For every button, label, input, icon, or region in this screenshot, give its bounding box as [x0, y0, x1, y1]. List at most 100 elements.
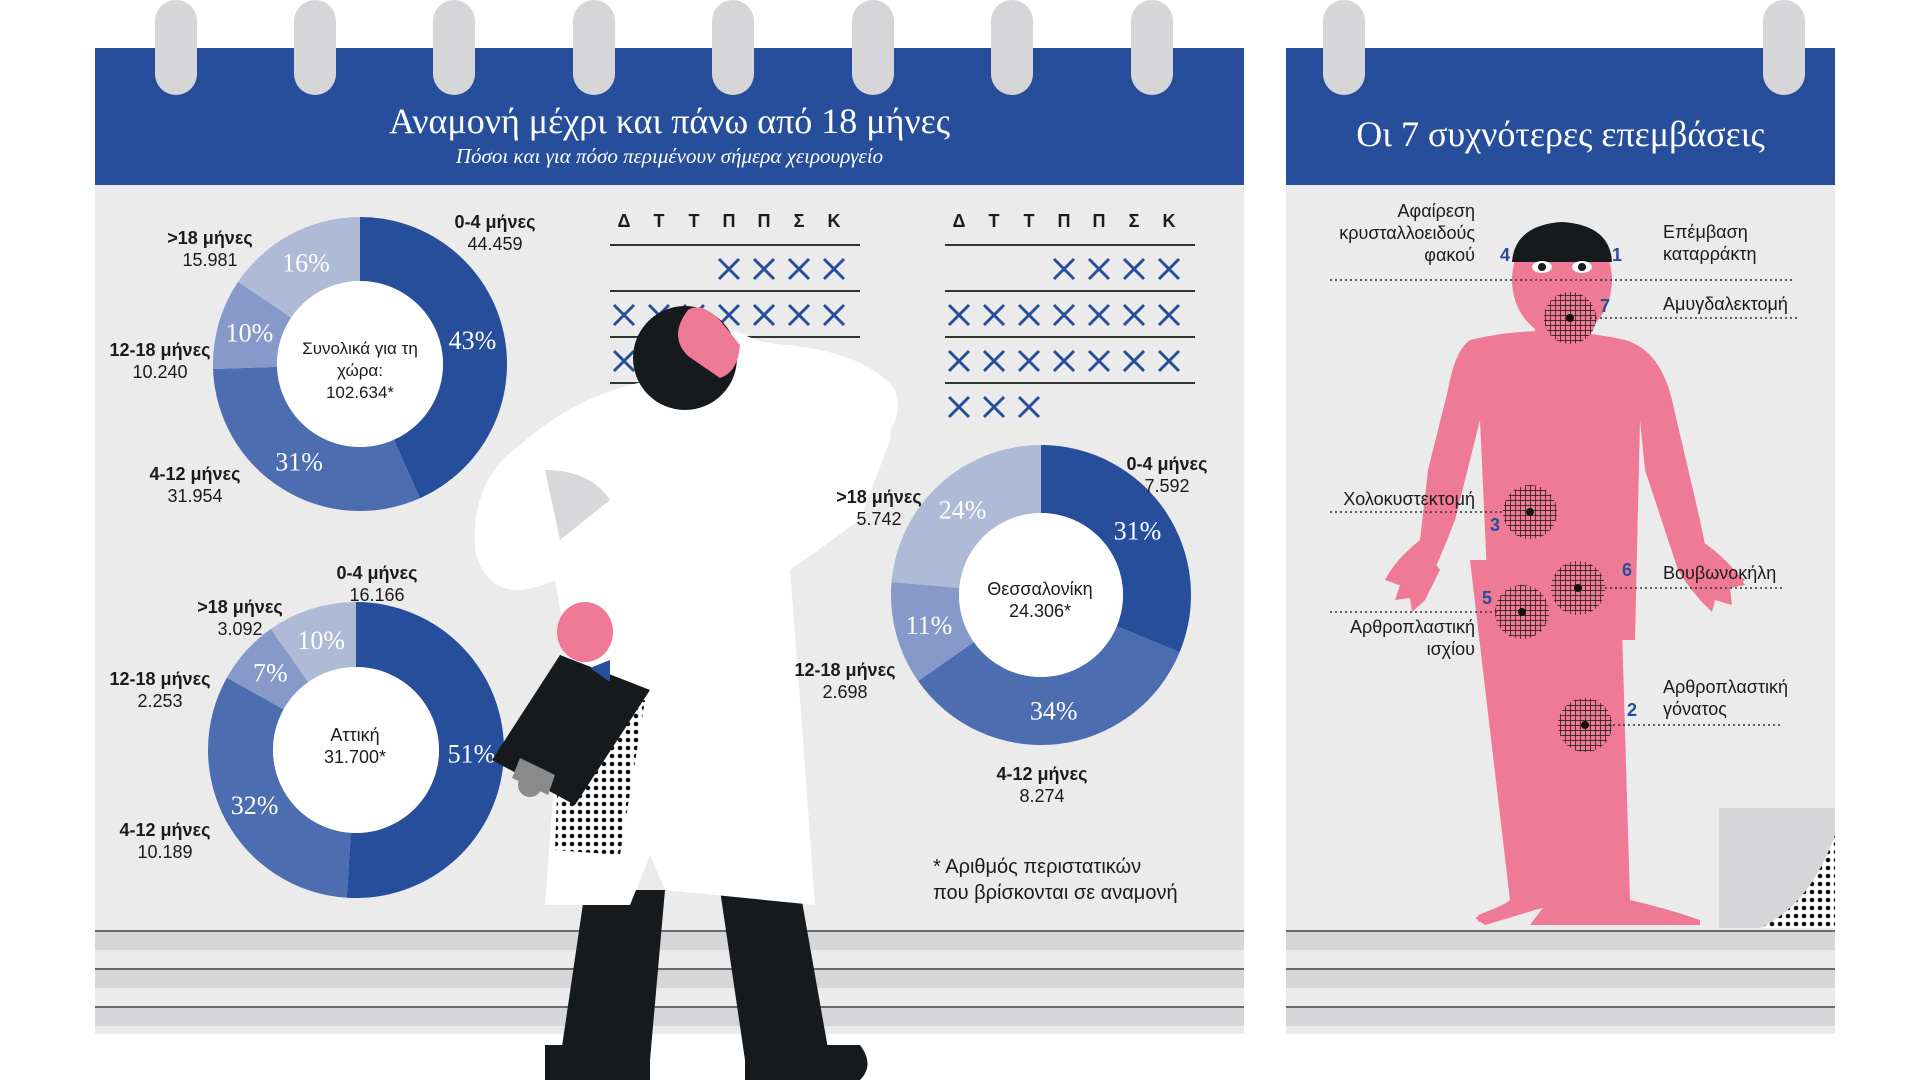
percent-label: 10%: [226, 318, 274, 347]
body-hair: [1512, 222, 1612, 262]
calendar-cross: [1122, 349, 1146, 373]
page-corner-pattern: [1760, 835, 1835, 928]
operation-7-label: Αμυγδαλεκτομή: [1663, 293, 1823, 315]
footnote-line: * Αριθμός περιστατικών: [933, 856, 1142, 878]
operation-name: φακού: [1424, 245, 1475, 265]
center-title: Συνολικά για τη χώρα:: [302, 339, 418, 380]
attica-label-4-12: 4-12 μήνες 10.189: [90, 819, 240, 863]
operation-6-label: Βουβωνοκήλη: [1663, 562, 1823, 584]
donut-segment: [270, 602, 356, 683]
operation-number: 6: [1622, 560, 1633, 580]
percent-label: 34%: [1030, 696, 1078, 725]
donut-segment: [226, 628, 309, 710]
operation-name: Αφαίρεση: [1397, 201, 1475, 221]
calendar-cross: [1052, 349, 1076, 373]
donut-chart-national: 43% 31% 10% 16%: [213, 217, 507, 511]
calendar-cross: [1052, 303, 1076, 327]
coat-fold: [545, 470, 610, 540]
operation-name: Αρθροπλαστική: [1349, 617, 1475, 637]
operation-number: 3: [1490, 515, 1501, 535]
value-label: 31.954: [167, 486, 223, 506]
calendar-cross: [1157, 349, 1181, 373]
weekday-label: Τ: [1024, 211, 1035, 231]
value-label: 10.240: [132, 362, 188, 382]
calendar-cross: [1087, 257, 1111, 281]
category-label: 0-4 μήνες: [1126, 454, 1208, 474]
operation-name: Αμυγδαλεκτομή: [1663, 294, 1788, 314]
binder-ring: [294, 0, 336, 95]
percent-label: 11%: [906, 611, 953, 640]
thess-label-18plus: >18 μήνες 5.742: [804, 486, 954, 530]
operation-markers: [1330, 279, 1800, 752]
percent-label: 16%: [282, 248, 330, 277]
doctor-coat: [474, 377, 891, 906]
category-label: >18 μήνες: [836, 487, 922, 507]
calendar-cross: [982, 349, 1006, 373]
category-label: 12-18 μήνες: [109, 669, 211, 689]
center-total: 102.634*: [325, 383, 395, 402]
body-pupil: [1538, 263, 1546, 271]
category-label: 4-12 μήνες: [119, 820, 211, 840]
weekday-label: Π: [1058, 211, 1071, 231]
panel-strip: [1286, 968, 1835, 988]
category-label: 12-18 μήνες: [794, 660, 896, 680]
doctor-shoe: [745, 1045, 868, 1080]
calendar-cross: [717, 303, 741, 327]
calendar-cross: [1017, 349, 1041, 373]
value-label: 2.698: [822, 682, 868, 702]
value-label: 16.166: [349, 585, 405, 605]
national-label-18plus: >18 μήνες 15.981: [135, 227, 285, 271]
operation-4-label: Αφαίρεση κρυσταλλοειδούς φακού: [1325, 200, 1475, 266]
calendar-cross: [982, 395, 1006, 419]
donut-hole: [277, 281, 443, 447]
category-label: >18 μήνες: [167, 228, 253, 248]
marker-dot: [1518, 608, 1526, 616]
panel-strip: [95, 1006, 1244, 1026]
percent-label: 10%: [297, 626, 345, 655]
marker-dot: [1566, 314, 1574, 322]
calendar-cross: [717, 257, 741, 281]
footnote-line: που βρίσκονται σε αναμονή: [933, 882, 1178, 904]
donut-segment: [213, 281, 292, 370]
doctor-illustration: [474, 306, 898, 1080]
binder-ring: [1131, 0, 1173, 95]
operation-number: 7: [1600, 296, 1611, 316]
operation-number: 5: [1482, 588, 1493, 608]
weekday-label: Τ: [654, 211, 665, 231]
waiting-subtitle: Πόσοι και για πόσο περιμένουν σήμερα χει…: [455, 144, 884, 168]
national-center: Συνολικά για τη χώρα: 102.634*: [290, 338, 430, 404]
attica-label-0-4: 0-4 μήνες 16.166: [302, 562, 452, 606]
calendar-cross: [822, 257, 846, 281]
doctor-arm: [700, 330, 898, 440]
operation-2-label: Αρθροπλαστική γόνατος: [1663, 676, 1823, 720]
calendar-cross: [612, 303, 636, 327]
panel-strip: [95, 968, 1244, 988]
operation-1-label: Επέμβαση καταρράκτη: [1663, 221, 1813, 265]
waiting-panel-header: Αναμονή μέχρι και πάνω από 18 μήνες Πόσο…: [95, 48, 1244, 185]
calendar-cross: [1122, 257, 1146, 281]
category-label: 0-4 μήνες: [454, 212, 536, 232]
donut-segment: [207, 677, 351, 898]
center-title: Αττική: [330, 725, 380, 745]
clipboard-clip: [518, 773, 542, 797]
calendar-cross: [1052, 257, 1076, 281]
category-label: 4-12 μήνες: [149, 464, 241, 484]
body-hand: [1385, 540, 1440, 612]
operation-name: Βουβωνοκήλη: [1663, 563, 1777, 583]
percent-label: 24%: [939, 496, 987, 525]
calendar-cross: [1122, 303, 1146, 327]
weekday-label: Κ: [828, 211, 841, 231]
body-pupil: [1578, 263, 1586, 271]
body-hand: [1685, 540, 1745, 612]
value-label: 7.592: [1144, 476, 1190, 496]
category-label: 0-4 μήνες: [336, 563, 418, 583]
operation-number: 2: [1627, 700, 1638, 720]
thess-label-12-18: 12-18 μήνες 2.698: [770, 659, 920, 703]
binder-ring: [712, 0, 754, 95]
weekday-label: Π: [723, 211, 736, 231]
center-total: 31.700*: [323, 747, 387, 767]
panel-strip: [95, 930, 1244, 950]
weekday-label: Π: [1093, 211, 1106, 231]
national-label-12-18: 12-18 μήνες 10.240: [85, 339, 235, 383]
